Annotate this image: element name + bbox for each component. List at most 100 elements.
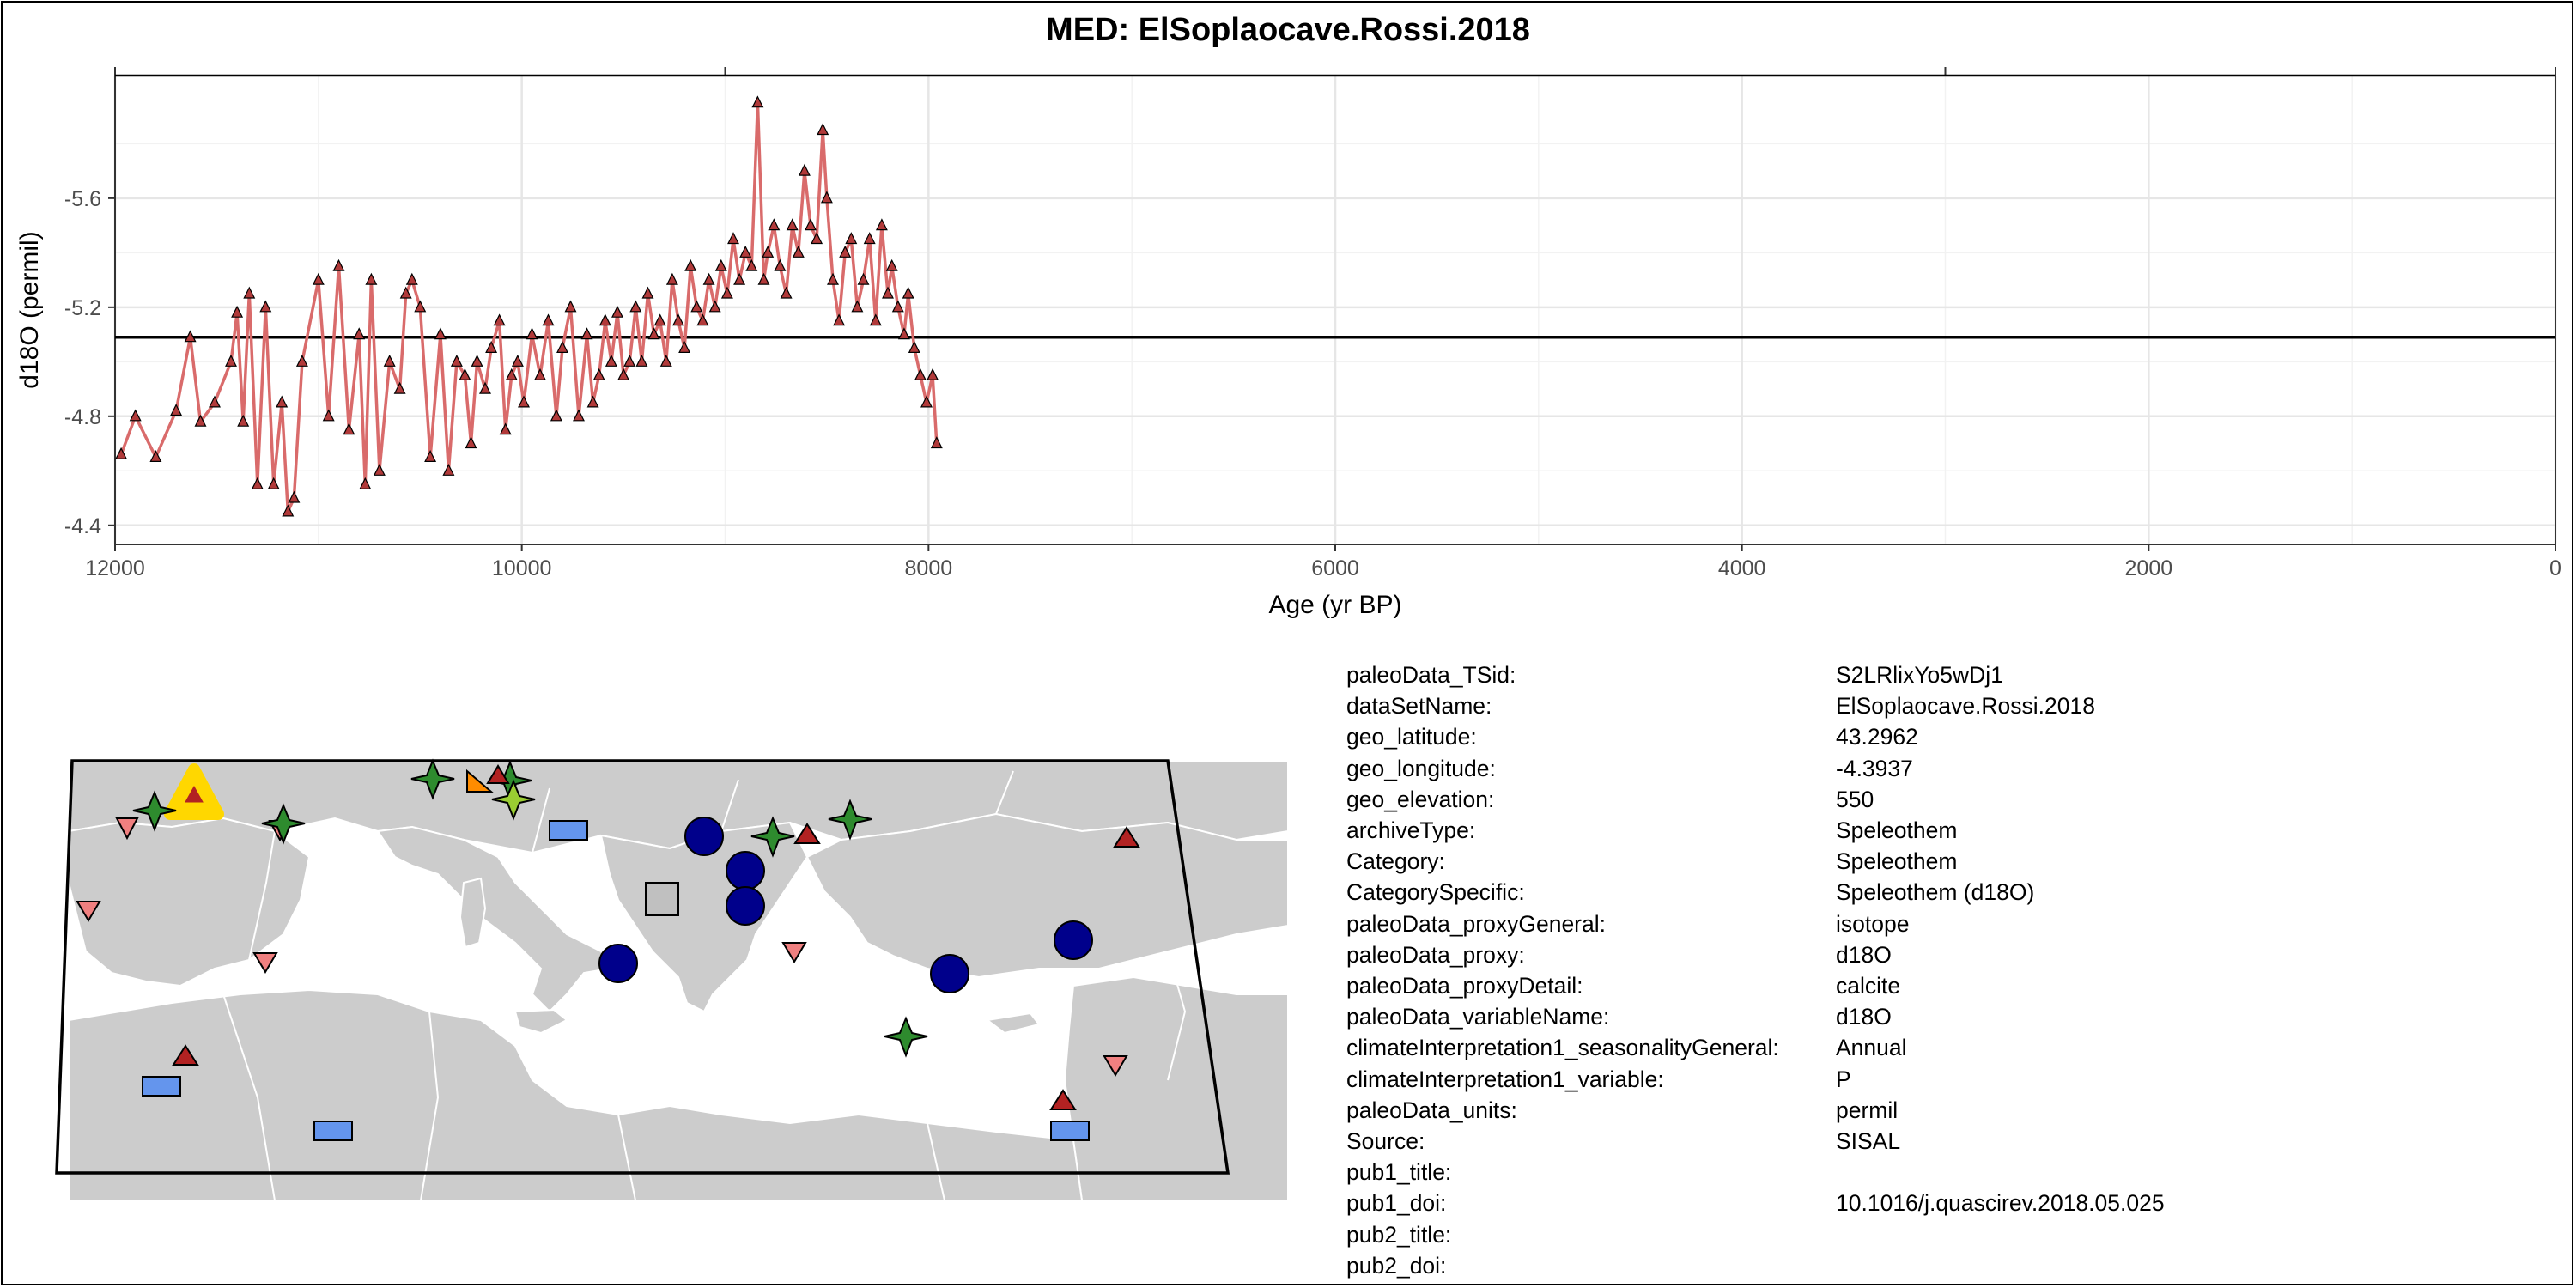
metadata-row: pub1_doi: 10.1016/j.quascirev.2018.05.025 [1346,1188,2165,1218]
map-boundary [55,759,1230,1175]
metadata-key: paleoData_proxy: [1346,941,1525,968]
land-cyprus [985,1012,1041,1035]
metadata-value: ElSoplaocave.Rossi.2018 [1836,693,2095,720]
series-line [119,100,939,513]
data-point [617,368,630,380]
data-point [659,354,672,367]
metadata-row: paleoData_proxy: d18O [1346,939,2165,970]
data-point [641,286,654,299]
data-point [282,504,295,517]
data-point [611,305,623,318]
metadata-row: climateInterpretation1_variable: P [1346,1064,2165,1095]
site-marker-triangle-orange [466,769,494,793]
metadata-row: climateInterpretation1_seasonalityGenera… [1346,1032,2165,1063]
data-point [690,300,703,313]
border-line [617,1114,636,1200]
data-point [839,245,852,258]
data-point [184,330,197,343]
x-tick-label: 10000 [492,556,552,580]
metadata-key: geo_longitude: [1346,755,1496,781]
data-point [383,354,396,367]
metadata-key: pub2_title: [1346,1221,1452,1248]
metadata-row: geo_longitude: -4.3937 [1346,753,2165,784]
metadata-value: 10.1016/j.quascirev.2018.05.025 [1836,1190,2165,1217]
data-point [875,218,888,231]
land-levant [1063,975,1288,1200]
data-point [343,422,355,435]
metadata-row: pub2_title: [1346,1219,2165,1250]
border-line [995,770,1014,815]
data-point [405,272,418,285]
metadata-key: dataSetName: [1346,693,1492,720]
metadata-row: dataSetName: ElSoplaocave.Rossi.2018 [1346,690,2165,721]
metadata-key: geo_elevation: [1346,786,1495,812]
border-line [222,993,276,1200]
metadata-value: d18O [1836,941,1892,968]
metadata-key: pub1_title: [1346,1159,1452,1186]
land-north-africa [68,988,1084,1200]
data-point [499,422,512,435]
data-point [629,300,642,313]
data-point [556,341,568,353]
data-point [237,414,250,427]
site-marker-triangle-red [1049,1089,1077,1110]
data-point [231,305,244,318]
data-point [745,258,758,271]
border-line [755,890,825,935]
data-point [542,313,555,326]
site-marker-star-green [750,816,795,858]
site-marker-rect-blue [142,1076,181,1097]
data-point [434,327,447,340]
data-point [424,450,437,462]
y-tick-label: -4.4 [64,514,101,538]
metadata-key: Category: [1346,848,1445,875]
x-tick-label: 6000 [1311,556,1359,580]
data-point [550,409,562,422]
metadata-row: paleoData_proxyGeneral: isotope [1346,908,2165,939]
data-point [592,368,605,380]
data-point [780,286,793,299]
site-marker-star-green [132,790,177,832]
data-point [450,354,463,367]
data-point [243,286,256,299]
y-tick-label: -4.8 [64,405,101,429]
land-turkey [805,812,1288,979]
metadata-row: pub1_title: [1346,1157,2165,1188]
site-marker-square-grey [645,882,679,916]
metadata-table: paleoData_TSid: S2LRlixYo5wDj1 dataSetName… [1346,659,2165,1281]
metadata-key: archiveType: [1346,817,1476,844]
data-point [353,327,366,340]
data-point [908,341,920,353]
data-point [757,272,770,285]
metadata-value: -4.3937 [1836,755,1913,781]
site-marker-star-green [884,1016,928,1058]
site-marker-triangle-down-pink [1103,1055,1128,1077]
data-point [505,368,518,380]
metadata-key: paleoData_proxyDetail: [1346,973,1583,999]
data-point [820,191,833,204]
data-point [727,232,739,245]
data-point [647,327,660,340]
metadata-value: SISAL [1836,1128,1901,1155]
data-point [485,341,498,353]
data-point [580,327,593,340]
border-line [248,830,276,961]
metadata-value: P [1836,1066,1851,1092]
metadata-row: Category: Speleothem [1346,846,2165,877]
data-point [805,218,817,231]
metadata-key: climateInterpretation1_variable: [1346,1066,1664,1092]
data-point [714,258,727,271]
data-point [511,354,524,367]
data-point [708,300,721,313]
border-line [1167,951,1187,1081]
data-point [194,414,207,427]
metadata-row: paleoData_proxyDetail: calcite [1346,970,2165,1001]
x-tick-label: 8000 [905,556,953,580]
site-marker-circle-navy [726,851,765,890]
site-marker-triangle-down-pink [252,952,278,974]
data-point [851,300,864,313]
data-point [857,272,870,285]
site-marker-star-green [828,799,872,841]
data-point [914,368,927,380]
data-point [115,447,128,459]
